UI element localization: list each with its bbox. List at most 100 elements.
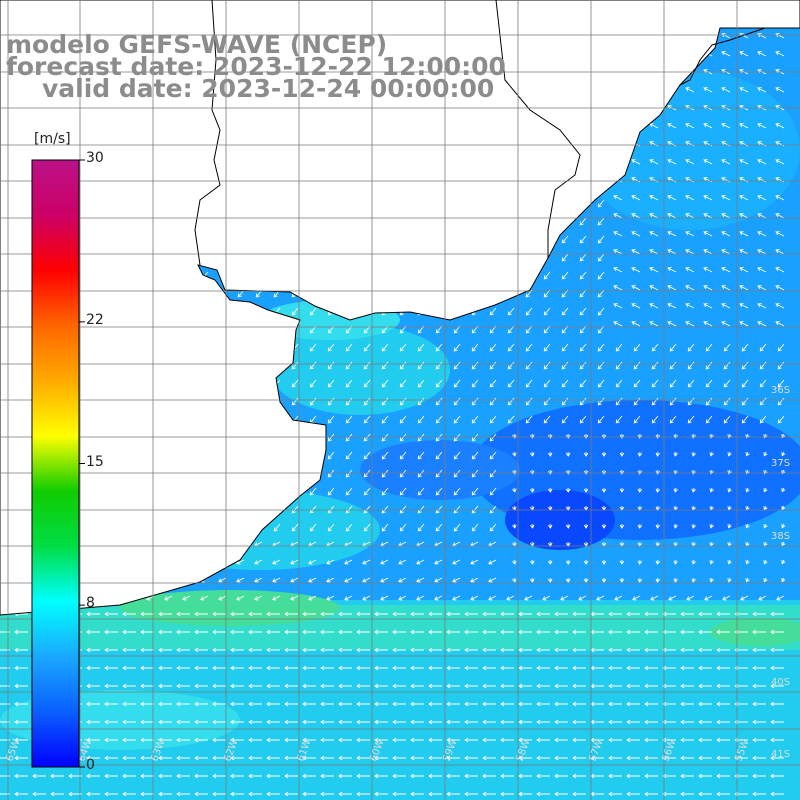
- wind-arrow: [453, 523, 461, 532]
- wind-arrow: [745, 523, 750, 529]
- wind-arrow: [392, 683, 406, 689]
- wind-arrow: [662, 755, 676, 761]
- wind-arrow: [631, 321, 641, 327]
- wind-arrow: [547, 523, 553, 529]
- wind-arrow: [662, 647, 676, 653]
- wind-arrow: [140, 665, 154, 671]
- wind-arrow: [721, 231, 731, 237]
- wind-arrow: [512, 523, 517, 529]
- wind-arrow: [302, 791, 316, 797]
- wind-arrow: [578, 595, 587, 601]
- wind-arrow: [410, 791, 424, 797]
- wind-arrow: [673, 523, 678, 529]
- wind-arrow: [381, 469, 389, 478]
- wind-arrow: [770, 647, 784, 653]
- wind-arrow: [565, 487, 571, 493]
- wind-arrow: [698, 719, 712, 725]
- wind-arrow: [685, 123, 695, 129]
- wind-arrow: [471, 379, 479, 388]
- wind-arrow: [633, 361, 641, 370]
- wind-arrow: [698, 665, 712, 671]
- wind-arrow: [667, 123, 677, 129]
- wind-arrow: [500, 719, 514, 725]
- wind-arrow: [572, 755, 586, 761]
- wind-arrow: [662, 737, 676, 743]
- wind-arrow: [601, 452, 607, 457]
- wind-arrow: [122, 665, 136, 671]
- wind-arrow: [291, 361, 299, 370]
- wind-arrow: [703, 267, 713, 273]
- wind-arrow: [338, 719, 352, 725]
- wind-arrow: [608, 611, 622, 617]
- wind-arrow: [302, 683, 316, 689]
- wind-arrow: [176, 701, 190, 707]
- wind-arrow: [644, 719, 658, 725]
- wind-arrow: [669, 379, 677, 388]
- wind-arrow: [723, 343, 731, 352]
- wind-arrow: [687, 415, 695, 424]
- wind-arrow: [362, 559, 371, 565]
- wind-arrow: [104, 665, 118, 671]
- wind-arrow: [302, 701, 316, 707]
- wind-arrow: [284, 755, 298, 761]
- wind-arrow: [644, 701, 658, 707]
- wind-arrow: [680, 773, 694, 779]
- wind-arrow: [327, 523, 335, 532]
- wind-arrow: [488, 559, 497, 565]
- wind-arrow: [14, 665, 28, 671]
- wind-arrow: [482, 611, 496, 617]
- wind-arrow: [212, 773, 226, 779]
- wind-arrow: [266, 719, 280, 725]
- wind-arrow: [613, 267, 623, 273]
- wind-arrow: [739, 87, 749, 93]
- wind-arrow: [320, 665, 334, 671]
- wind-arrow: [482, 791, 496, 797]
- wind-arrow: [536, 683, 550, 689]
- wind-arrow: [435, 523, 443, 532]
- colorbar-bar: [31, 159, 80, 768]
- wind-arrow: [667, 267, 677, 273]
- wind-arrow: [417, 469, 425, 478]
- wind-arrow: [446, 647, 460, 653]
- wind-arrow: [759, 361, 767, 370]
- wind-arrow: [470, 577, 479, 583]
- wind-arrow: [254, 595, 263, 601]
- wind-arrow: [597, 199, 605, 208]
- wind-arrow: [291, 523, 299, 532]
- wind-arrow: [194, 773, 208, 779]
- wind-arrow: [572, 629, 586, 635]
- wind-arrow: [691, 559, 696, 565]
- wind-arrow: [554, 683, 568, 689]
- wind-arrow: [194, 701, 208, 707]
- wind-arrow: [716, 755, 730, 761]
- wind-arrow: [320, 773, 334, 779]
- wind-arrow: [464, 701, 478, 707]
- wind-arrow: [583, 559, 589, 565]
- wind-arrow: [669, 343, 677, 352]
- wind-arrow: [489, 469, 497, 478]
- wind-arrow: [651, 415, 659, 424]
- wind-arrow: [680, 665, 694, 671]
- wind-arrow: [399, 523, 407, 532]
- wind-arrow: [680, 791, 694, 797]
- wind-arrow: [644, 611, 658, 617]
- wind-arrow: [512, 451, 517, 457]
- wind-arrow: [482, 737, 496, 743]
- wind-arrow: [417, 379, 425, 388]
- wind-arrow: [471, 523, 479, 532]
- wind-arrow: [32, 773, 46, 779]
- wind-arrow: [291, 307, 299, 316]
- wind-arrow: [543, 361, 551, 370]
- wind-arrow: [428, 665, 442, 671]
- wind-arrow: [752, 791, 766, 797]
- wind-arrow: [740, 595, 749, 601]
- wind-arrow: [561, 235, 569, 244]
- wind-arrow: [781, 487, 786, 493]
- wind-arrow: [464, 773, 478, 779]
- wind-arrow: [392, 629, 406, 635]
- wind-arrow: [651, 379, 659, 388]
- wind-arrow: [452, 577, 461, 583]
- wind-arrow: [721, 285, 731, 291]
- wind-arrow: [565, 451, 571, 457]
- wind-arrow: [345, 361, 353, 370]
